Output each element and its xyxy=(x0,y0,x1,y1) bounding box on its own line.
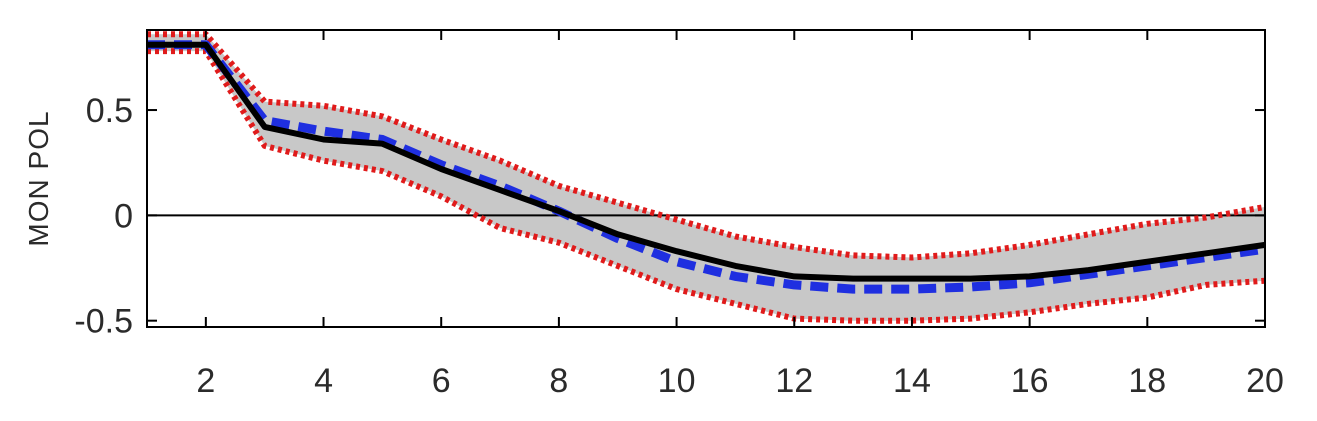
lower-bound-line xyxy=(147,48,1266,324)
x-tick-label: 20 xyxy=(1246,362,1284,400)
x-tick-label: 18 xyxy=(1128,362,1166,400)
series-layer xyxy=(147,31,1266,324)
y-axis-title: MON POL xyxy=(23,110,54,246)
x-tick-label: 6 xyxy=(432,362,451,400)
x-tick-label: 10 xyxy=(658,362,696,400)
x-tick-label: 14 xyxy=(893,362,931,400)
x-tick-label: 4 xyxy=(314,362,333,400)
y-tick-label: -0.5 xyxy=(74,303,133,341)
x-tick-label: 2 xyxy=(196,362,215,400)
confidence-band-layer xyxy=(147,34,1265,321)
ticks-layer: 2 4 6 8 10 12 14 16 18 20 -0.5 0 0.5 xyxy=(74,30,1284,400)
x-tick-label: 8 xyxy=(549,362,568,400)
x-tick-label: 12 xyxy=(775,362,813,400)
y-tick-label: 0 xyxy=(114,197,133,235)
plot-frame xyxy=(146,29,1266,328)
median-line xyxy=(147,41,1266,282)
x-tick-label: 16 xyxy=(1011,362,1049,400)
confidence-band xyxy=(147,34,1265,321)
mean-line xyxy=(147,40,1266,294)
y-tick-label: 0.5 xyxy=(86,92,133,130)
upper-bound-line xyxy=(147,31,1266,261)
